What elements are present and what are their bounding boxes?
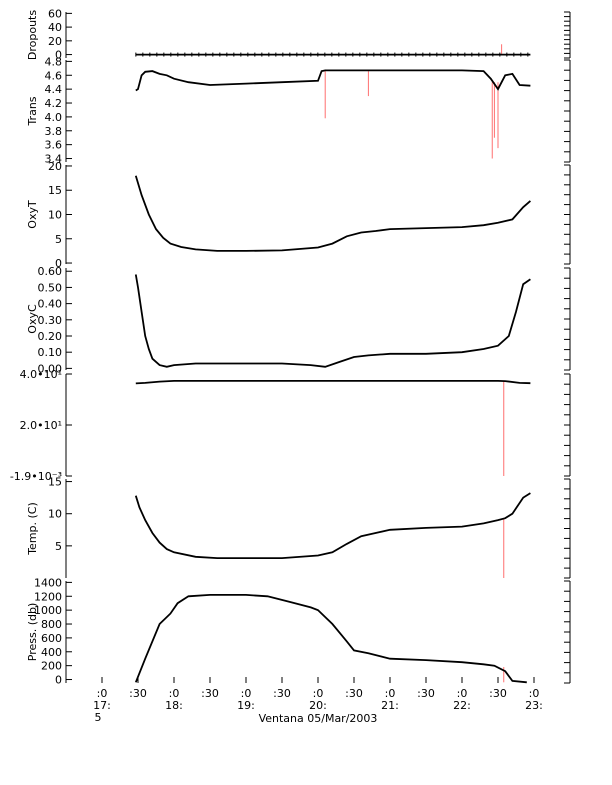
x-tick-minute-label: :0: [529, 687, 540, 700]
time-axis: :017:5:30:018::30:019::30:020::30:021::3…: [93, 677, 543, 724]
x-tick-minute-label: :30: [129, 687, 147, 700]
panel-4-y-tick-label: 0.40: [38, 298, 63, 311]
panel-2-y-tick-label: 4.4: [45, 83, 63, 96]
panel-6-y-tick-label: 5: [55, 540, 62, 553]
panel-2-y-tick-label: 4.8: [45, 55, 63, 68]
panel-4-y-tick-label: 0.20: [38, 330, 63, 343]
panel-3-y-tick-label: 0: [55, 257, 62, 270]
x-tick-hour-label: 22:: [453, 699, 471, 712]
x-tick-hour-label: 19:: [237, 699, 255, 712]
x-tick-minute-label: :30: [201, 687, 219, 700]
panel-6: 15 10 5 Temp. (C): [26, 476, 571, 579]
panel-3: 20 15 10 5 0 OxyT: [26, 160, 571, 270]
panel-3-y-label: OxyT: [26, 200, 39, 229]
x-tick-minute-label: :0: [457, 687, 468, 700]
x-tick-hour-label: 17:: [93, 699, 111, 712]
panel-7-y-tick-label: 200: [41, 660, 62, 673]
x-tick-minute-label: :30: [273, 687, 291, 700]
panel-2-y-tick-label: 3.8: [45, 125, 63, 138]
x-tick-minute-label: :0: [313, 687, 324, 700]
x-axis-label: Ventana 05/Mar/2003: [259, 712, 378, 725]
x-tick-minute-label: :30: [489, 687, 507, 700]
panel-1-y-tick-label: 60: [48, 7, 62, 20]
chart-panels: 6040200Dropouts4.84.64.44.24.03.83.63.4T…: [10, 7, 571, 687]
panel-6-y-tick-label: 10: [48, 508, 62, 521]
x-tick-minute-label: :0: [241, 687, 252, 700]
panel-4-y-tick-label: 0.10: [38, 346, 63, 359]
panel-1-y-tick-label: 0: [55, 49, 62, 62]
panel-7-y-tick-label: 400: [41, 646, 62, 659]
panel-2: 4.84.64.44.24.03.83.63.4 Trans: [26, 55, 571, 166]
x-tick-extra-label: 5: [95, 711, 102, 724]
panel-3-y-tick-label: 20: [48, 160, 62, 173]
panel-7-y-tick-label: 0: [55, 674, 62, 687]
panel-7-y-tick-label: 600: [41, 632, 62, 645]
x-tick-hour-label: 23:: [525, 699, 543, 712]
x-tick-minute-label: :30: [417, 687, 435, 700]
panel-2-y-tick-label: 4.2: [45, 97, 63, 110]
panel-7-y-tick-label: 1200: [34, 590, 62, 603]
panel-7-y-label: Press. (db): [26, 603, 39, 662]
panel-6-y-label: Temp. (C): [26, 502, 39, 556]
panel-2-y-tick-label: 4.6: [45, 69, 63, 82]
panel-5-series-line: [135, 379, 531, 385]
panel-7-y-tick-label: 1000: [34, 604, 62, 617]
panel-3-y-tick-label: 5: [55, 233, 62, 246]
panel-1-y-tick-label: 20: [48, 35, 62, 48]
panel-1-y-label: Dropouts: [26, 10, 39, 60]
panel-3-y-tick-label: 10: [48, 209, 62, 222]
x-tick-minute-label: :30: [345, 687, 363, 700]
panel-5-y-tick-label: 4.0•10¹: [20, 368, 62, 381]
panel-6-y-tick-label: 15: [48, 476, 62, 489]
panel-2-y-tick-label: 4.0: [45, 111, 63, 124]
panel-4: 0.60 0.50 0.40 0.30 0.20 0.10 0.00 OxyC: [26, 265, 571, 375]
panel-7-y-tick-label: 800: [41, 618, 62, 631]
panel-4-y-label: OxyC: [26, 304, 39, 334]
panel-4-y-tick-label: 0.30: [38, 314, 63, 327]
x-tick-hour-label: 18:: [165, 699, 183, 712]
panel-2-y-tick-label: 3.6: [45, 139, 63, 152]
panel-3-y-tick-label: 15: [48, 184, 62, 197]
panel-7-y-tick-label: 1400: [34, 576, 62, 589]
panel-2-y-label: Trans: [26, 96, 39, 126]
x-tick-minute-label: :0: [385, 687, 396, 700]
panel-2-series-line: [135, 69, 531, 92]
panel-1-y-tick-label: 40: [48, 21, 62, 34]
panel-3-series-line: [134, 175, 531, 252]
panel-5-y-tick-label: -1.9•10⁻³: [10, 470, 62, 483]
x-tick-minute-label: :0: [97, 687, 108, 700]
panel-4-y-tick-label: 0.50: [38, 281, 63, 294]
panel-4-series-line: [134, 274, 531, 368]
panel-2-y-tick-label: 3.4: [45, 153, 63, 166]
x-tick-minute-label: :0: [169, 687, 180, 700]
x-tick-hour-label: 21:: [381, 699, 399, 712]
x-tick-hour-label: 20:: [309, 699, 327, 712]
panel-5-y-tick-label: 2.0•10¹: [20, 419, 62, 432]
panel-4-y-tick-label: 0.00: [38, 362, 63, 375]
panel-6-series-line: [134, 492, 531, 559]
panel-7-series-line: [134, 594, 527, 684]
panel-4-y-tick-label: 0.60: [38, 265, 63, 278]
panel-5: 4.0•10¹ 2.0•10¹ -1.9•10⁻³: [10, 368, 571, 483]
